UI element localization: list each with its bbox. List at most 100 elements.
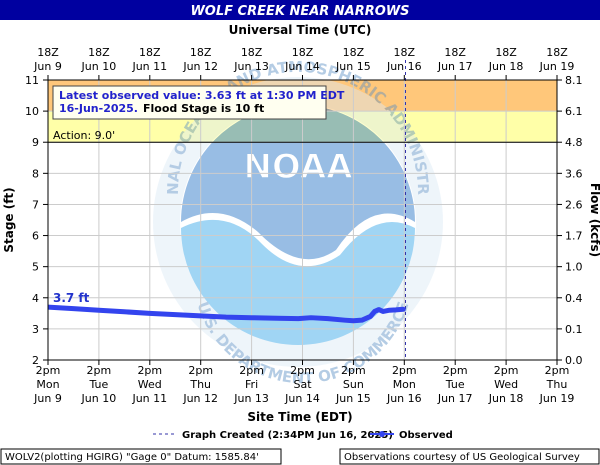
latest-value-annotation: Latest observed value: 3.63 ft at 1:30 P… <box>52 85 345 120</box>
y2-tick-label: 4.8 <box>565 136 583 149</box>
y-tick-label: 7 <box>32 198 39 211</box>
bottom-tick-label-date: Jun 11 <box>131 392 167 405</box>
legend-observed-marker <box>379 431 385 437</box>
bottom-tick-label-time: 2pm <box>239 364 264 377</box>
bottom-tick-label-day: Sun <box>343 378 364 391</box>
threshold-lines: Action: 9.0' <box>48 129 557 143</box>
title-bar <box>0 0 600 20</box>
bottom-tick-label-date: Jun 15 <box>335 392 371 405</box>
y2-axis-title: Flow (kcfs) <box>588 183 600 257</box>
bottom-tick-label-date: Jun 18 <box>488 392 524 405</box>
bottom-tick-label-day: Thu <box>546 378 568 391</box>
y2-tick-label: 2.6 <box>565 198 583 211</box>
top-axis-title: Universal Time (UTC) <box>229 23 372 37</box>
top-tick-label-date: Jun 12 <box>182 60 218 73</box>
bottom-tick-label-date: Jun 10 <box>81 392 117 405</box>
top-tick-label-utc: 18Z <box>546 46 568 59</box>
bottom-tick-label-time: 2pm <box>290 364 315 377</box>
annotation-line2: 16-Jun-2025. Flood Stage is 10 ft <box>59 102 264 115</box>
legend-graph-created: Graph Created (2:34PM Jun 16, 2025) <box>182 430 393 441</box>
annotation-box <box>52 85 327 120</box>
y-tick-label: 8 <box>32 167 39 180</box>
top-tick-label-date: Jun 18 <box>488 60 524 73</box>
y-tick-label: 11 <box>25 74 39 87</box>
bottom-tick-label-time: 2pm <box>494 364 519 377</box>
watermark-sky <box>181 105 415 260</box>
top-tick-label-date: Jun 14 <box>284 60 320 73</box>
bottom-tick-label-date: Jun 16 <box>386 392 422 405</box>
footer-left: WOLV2(plotting HGIRG) "Gage 0" Datum: 15… <box>5 452 259 463</box>
y2-tick-label: 1.7 <box>565 230 583 243</box>
top-tick-label-date: Jun 10 <box>81 60 117 73</box>
top-tick-label-utc: 18Z <box>444 46 466 59</box>
bottom-tick-label-time: 2pm <box>392 364 417 377</box>
y-tick-label: 6 <box>32 230 39 243</box>
top-tick-label-utc: 18Z <box>88 46 110 59</box>
top-tick-label-utc: 18Z <box>394 46 416 59</box>
top-tick-label-date: Jun 13 <box>233 60 269 73</box>
y-tick-label: 4 <box>32 292 39 305</box>
bottom-tick-label-date: Jun 9 <box>33 392 62 405</box>
bottom-tick-label-day: Fri <box>245 378 258 391</box>
y2-tick-label: 0.4 <box>565 292 583 305</box>
top-tick-label-utc: 18Z <box>190 46 212 59</box>
y2-tick-label: 6.1 <box>565 105 583 118</box>
top-tick-label-utc: 18Z <box>37 46 59 59</box>
y-tick-label: 10 <box>25 105 39 118</box>
y2-tick-label: 3.6 <box>565 167 583 180</box>
y-axis-title: Stage (ft) <box>2 187 16 252</box>
top-tick-label-date: Jun 19 <box>539 60 575 73</box>
bottom-tick-label-day: Sat <box>293 378 312 391</box>
y2-tick-label: 1.0 <box>565 261 583 274</box>
annotation-date: 16-Jun-2025. <box>59 102 138 115</box>
watermark-outer-circle <box>153 77 443 367</box>
bottom-tick-label-date: Jun 17 <box>437 392 473 405</box>
bottom-tick-label-day: Mon <box>393 378 416 391</box>
legend-observed: Observed <box>399 430 453 441</box>
y2-tick-label: 8.1 <box>565 74 583 87</box>
bottom-tick-label-time: 2pm <box>137 364 162 377</box>
top-tick-label-date: Jun 9 <box>33 60 62 73</box>
annotation-flood-stage: Flood Stage is 10 ft <box>143 102 264 115</box>
top-tick-label-utc: 18Z <box>292 46 314 59</box>
top-tick-label-date: Jun 16 <box>386 60 422 73</box>
bottom-tick-label-time: 2pm <box>188 364 213 377</box>
top-tick-label-date: Jun 11 <box>131 60 167 73</box>
y2-tick-label: 0.1 <box>565 323 583 336</box>
top-tick-label-date: Jun 15 <box>335 60 371 73</box>
legend: Graph Created (2:34PM Jun 16, 2025) Obse… <box>153 430 453 441</box>
bottom-tick-label-day: Mon <box>36 378 59 391</box>
footer-right-box <box>339 448 600 465</box>
observed-series-line <box>48 304 406 324</box>
y-tick-label: 2 <box>32 354 39 367</box>
top-tick-label-date: Jun 17 <box>437 60 473 73</box>
bottom-tick-label-day: Tue <box>445 378 465 391</box>
bottom-tick-label-time: 2pm <box>341 364 366 377</box>
top-tick-label-utc: 18Z <box>139 46 161 59</box>
top-tick-label-utc: 18Z <box>495 46 517 59</box>
y-tick-label: 5 <box>32 261 39 274</box>
bottom-tick-label-time: 2pm <box>36 364 61 377</box>
x-axis-title: Site Time (EDT) <box>247 410 352 424</box>
bottom-tick-label-date: Jun 13 <box>233 392 269 405</box>
bottom-tick-label-day: Wed <box>494 378 518 391</box>
y2-tick-label: 0.0 <box>565 354 583 367</box>
watermark-water <box>181 219 415 345</box>
bottom-tick-label-day: Thu <box>189 378 211 391</box>
bottom-tick-label-date: Jun 19 <box>539 392 575 405</box>
start-value-label: 3.7 ft <box>53 291 90 305</box>
bottom-tick-label-time: 2pm <box>443 364 468 377</box>
chart-title: WOLF CREEK NEAR NARROWS <box>190 4 409 19</box>
bottom-tick-label-date: Jun 14 <box>284 392 320 405</box>
footer-right: Observations courtesy of US Geological S… <box>344 452 580 463</box>
bottom-tick-label-time: 2pm <box>87 364 112 377</box>
y-tick-label: 9 <box>32 136 39 149</box>
y-tick-label: 3 <box>32 323 39 336</box>
annotation-line1: Latest observed value: 3.63 ft at 1:30 P… <box>59 89 345 102</box>
bottom-tick-label-date: Jun 12 <box>182 392 218 405</box>
bottom-tick-label-time: 2pm <box>545 364 570 377</box>
footer-left-box <box>0 448 282 465</box>
action-stage-label: Action: 9.0' <box>53 129 115 142</box>
